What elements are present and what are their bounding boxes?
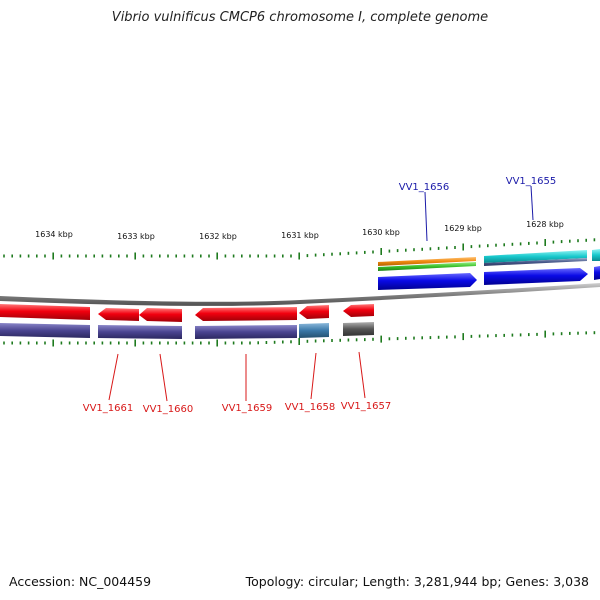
forward-features (378, 249, 600, 290)
scale-label: 1632 kbp (199, 232, 237, 241)
gene-arrow-vv1-1656[interactable] (378, 273, 477, 290)
gene-label-vv1-1655[interactable]: VV1_1655 (506, 176, 557, 187)
gene-arrow-edge[interactable] (594, 266, 600, 280)
feature-indigo-band (195, 325, 297, 339)
feature-indigo-band (0, 323, 90, 338)
scale-label: 1634 kbp (35, 230, 73, 239)
gene-label-vv1-1661[interactable]: VV1_1661 (83, 403, 134, 414)
scale-label: 1633 kbp (117, 232, 155, 241)
gene-arrow-vv1-1658[interactable] (299, 305, 329, 319)
scale-label: 1628 kbp (526, 220, 564, 229)
scale-labels: 1634 kbp 1633 kbp 1632 kbp 1631 kbp 1630… (35, 220, 564, 241)
gene-arrow-vv1-1655[interactable] (484, 268, 588, 285)
scale-label: 1629 kbp (444, 224, 482, 233)
feature-slate-band (484, 258, 587, 266)
genome-summary-text: Topology: circular; Length: 3,281,944 bp… (245, 574, 589, 589)
feature-indigo-band (98, 325, 182, 339)
feature-cyan-band-edge (592, 249, 600, 261)
scale-label: 1630 kbp (362, 228, 400, 237)
accession-text: Accession: NC_004459 (9, 574, 152, 589)
feature-gray-band (343, 322, 374, 336)
feature-steel-band (299, 323, 329, 338)
gene-labels: VV1_1656 VV1_1655 VV1_1661 VV1_1660 VV1_… (83, 176, 557, 415)
label-leaders (108, 185, 534, 402)
gene-label-vv1-1658[interactable]: VV1_1658 (285, 402, 336, 413)
gene-arrow-vv1-1661[interactable] (98, 308, 139, 321)
gene-label-vv1-1660[interactable]: VV1_1660 (143, 404, 194, 415)
genome-title: Vibrio vulnificus CMCP6 chromosome I, co… (111, 10, 489, 25)
chromosome-backbone (0, 283, 600, 306)
gene-arrow-vv1-1657[interactable] (343, 304, 374, 317)
feature-cyan-band (484, 250, 587, 263)
scale-ticks (3, 238, 596, 347)
gene-arrow-vv1-1659[interactable] (195, 307, 297, 321)
scale-label: 1631 kbp (281, 231, 319, 240)
gene-arrow-leftmost[interactable] (0, 304, 90, 320)
feature-green-band (378, 262, 476, 271)
gene-arrow-vv1-1660[interactable] (139, 308, 182, 322)
reverse-features (0, 304, 374, 339)
feature-orange-band (378, 257, 476, 266)
gene-label-vv1-1657[interactable]: VV1_1657 (341, 401, 392, 412)
gene-label-vv1-1659[interactable]: VV1_1659 (222, 403, 273, 414)
gene-label-vv1-1656[interactable]: VV1_1656 (399, 182, 450, 193)
